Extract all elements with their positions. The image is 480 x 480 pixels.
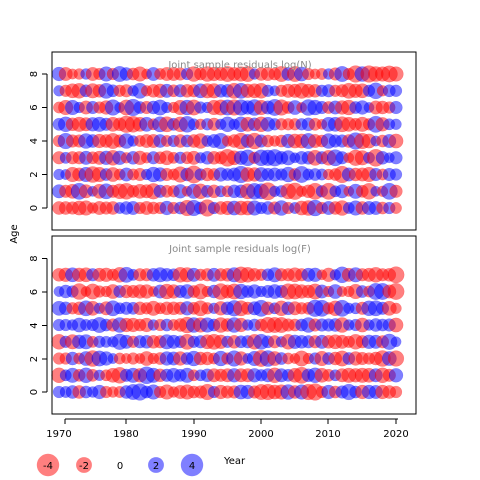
x-axis: 1970 1980 1990 2000 2010 2020	[46, 418, 409, 440]
panel-title-log-n: Joint sample residuals log(N)	[167, 60, 311, 71]
panel-frame-log-n	[51, 51, 417, 231]
x-tick-label: 1990	[181, 429, 206, 440]
bubbles-log-f	[51, 266, 405, 401]
panel-log-n: Joint sample residuals log(N) 8 6 4 2 0	[29, 51, 417, 231]
residual-bubble	[388, 66, 404, 82]
residual-bubble	[390, 336, 402, 348]
y-tick-label: 2	[29, 171, 40, 177]
residual-bubble	[389, 385, 403, 399]
legend-label: 2	[153, 461, 159, 472]
y-tick-label: 4	[29, 138, 40, 144]
residual-bubble	[388, 368, 404, 383]
y-tick-label: 0	[29, 389, 40, 395]
residual-bubble	[387, 350, 405, 367]
legend-label: -2	[79, 461, 89, 472]
legend-label: 0	[117, 461, 123, 472]
y-tick-label: 6	[29, 104, 40, 110]
residual-bubble	[387, 283, 405, 300]
panel-frame-log-f	[51, 235, 417, 415]
x-tick-label: 2020	[383, 429, 408, 440]
legend-label: 4	[189, 461, 195, 472]
residual-bubble	[387, 266, 405, 284]
panel-log-f: Joint sample residuals log(F) 8 6 4 2 0 …	[29, 235, 417, 440]
residual-bubble	[389, 168, 403, 181]
y-tick-label: 6	[29, 289, 40, 295]
x-tick-label: 1970	[46, 429, 71, 440]
residual-bubble	[388, 317, 404, 333]
y-axis-log-n: 8 6 4 2 0	[29, 71, 48, 211]
y-tick-label: 4	[29, 322, 40, 328]
y-tick-label: 0	[29, 205, 40, 211]
residual-bubble	[389, 151, 403, 165]
panel-title-log-f: Joint sample residuals log(F)	[168, 244, 311, 255]
x-tick-label: 2000	[248, 429, 273, 440]
legend-label: -4	[43, 461, 53, 472]
x-axis-label: Year	[223, 456, 246, 467]
residual-bubble	[390, 302, 402, 314]
residual-bubble	[389, 84, 403, 97]
legend-bubble	[36, 453, 60, 477]
bubble-size-legend: -4 -2 0 2 4	[36, 453, 204, 477]
residual-bubble	[389, 100, 403, 115]
y-tick-label: 2	[29, 356, 40, 362]
bubbles-log-n	[51, 65, 404, 217]
legend-bubble	[180, 453, 204, 477]
residual-bubble	[389, 184, 403, 198]
y-axis-log-f: 8 6 4 2 0	[29, 255, 48, 395]
residual-bubble	[390, 118, 402, 131]
legend-bubble	[76, 457, 92, 473]
y-axis-label: Age	[9, 224, 20, 243]
residual-bubble	[388, 133, 404, 149]
y-tick-label: 8	[29, 71, 40, 77]
x-tick-label: 2010	[315, 429, 340, 440]
residual-bubble	[390, 202, 402, 214]
y-tick-label: 8	[29, 255, 40, 261]
legend-bubble	[148, 457, 164, 473]
x-tick-label: 1980	[113, 429, 138, 440]
